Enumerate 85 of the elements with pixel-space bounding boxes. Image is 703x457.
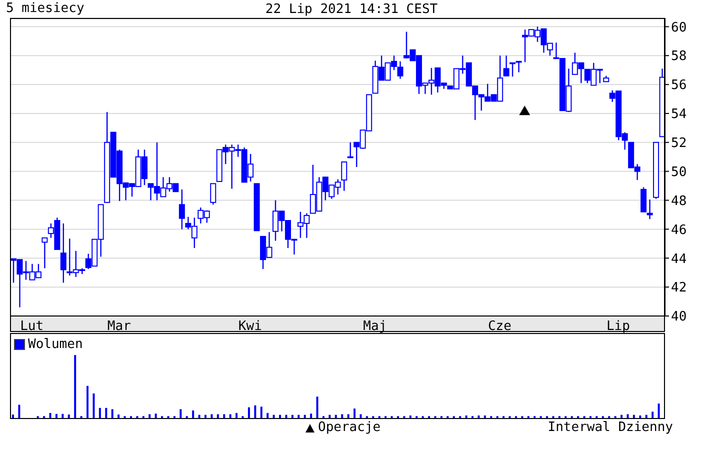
bar	[632, 414, 635, 418]
bar	[248, 407, 250, 418]
candlestick	[347, 142, 354, 158]
candlestick	[210, 183, 216, 206]
legend-label: Wolumen	[28, 337, 83, 352]
bar	[298, 414, 300, 418]
x-tick-label: Mar	[107, 319, 132, 334]
bar	[111, 409, 114, 418]
x-tick-label: Lip	[606, 319, 630, 334]
bar	[105, 408, 108, 418]
bar	[347, 414, 350, 418]
legend-label: Operacje	[318, 420, 381, 435]
y-tick-label: 42	[671, 280, 687, 296]
y-tick-label: 52	[671, 136, 687, 152]
bar	[12, 414, 14, 418]
bar	[316, 396, 318, 418]
bar	[409, 415, 412, 418]
y-tick-label: 56	[671, 78, 687, 94]
candlestick	[60, 222, 66, 284]
bar	[652, 412, 654, 418]
bar	[272, 414, 275, 418]
candlestick	[178, 188, 185, 230]
bar	[192, 410, 194, 418]
candlestick	[510, 62, 516, 78]
y-tick-label: 46	[671, 222, 687, 238]
bar	[478, 415, 480, 418]
bar	[354, 408, 356, 418]
bar	[62, 414, 64, 418]
bar	[484, 415, 486, 418]
bar	[236, 412, 238, 418]
bar	[279, 414, 282, 418]
bar	[229, 414, 232, 418]
bar	[626, 414, 629, 418]
bar	[55, 414, 58, 418]
bar	[620, 414, 623, 418]
bar	[334, 414, 337, 418]
bar	[360, 414, 362, 418]
x-tick-label: Kwi	[238, 319, 262, 334]
bar	[260, 406, 262, 418]
y-tick-label: 54	[671, 107, 687, 122]
y-tick-label: 40	[671, 310, 687, 325]
y-tick-label: 50	[671, 164, 687, 180]
bar	[154, 414, 157, 418]
bar	[341, 414, 344, 418]
candlestick	[503, 55, 510, 76]
bar	[18, 404, 20, 418]
text: 22 Lip 2021 14:31 CEST	[265, 2, 438, 17]
x-tick-label: Cze	[488, 319, 512, 334]
candlestick	[341, 161, 348, 192]
bar	[198, 414, 200, 418]
text: Interwal Dzienny	[548, 420, 673, 435]
bar	[92, 393, 95, 418]
candlestick	[640, 186, 647, 212]
bar	[310, 414, 312, 418]
chart-title: 5 miesiecy	[6, 1, 84, 16]
bar	[86, 386, 89, 418]
candlestick	[42, 237, 48, 269]
bar	[254, 405, 256, 418]
bar	[328, 414, 331, 418]
bar	[148, 414, 151, 418]
candlestick	[516, 60, 522, 73]
y-tick-label: 58	[671, 49, 687, 64]
bar	[210, 414, 213, 418]
bar	[216, 414, 219, 418]
x-tick-label: Lut	[20, 319, 44, 334]
bar	[645, 414, 648, 418]
bar	[204, 414, 206, 418]
bar	[180, 409, 182, 418]
bar	[223, 414, 226, 418]
bar	[639, 415, 642, 418]
bar	[118, 414, 120, 418]
y-tick-label: 60	[671, 20, 687, 36]
bar	[285, 414, 288, 418]
bar	[49, 412, 52, 418]
x-tick-label: Maj	[363, 319, 387, 334]
bar	[74, 355, 76, 418]
bar	[304, 414, 306, 418]
bar	[266, 412, 269, 418]
bar	[68, 414, 70, 418]
bar	[465, 415, 468, 418]
bar	[658, 404, 660, 418]
y-tick-label: 48	[671, 194, 687, 209]
y-tick-label: 44	[671, 252, 687, 267]
bar	[98, 408, 101, 418]
bar	[291, 414, 294, 418]
